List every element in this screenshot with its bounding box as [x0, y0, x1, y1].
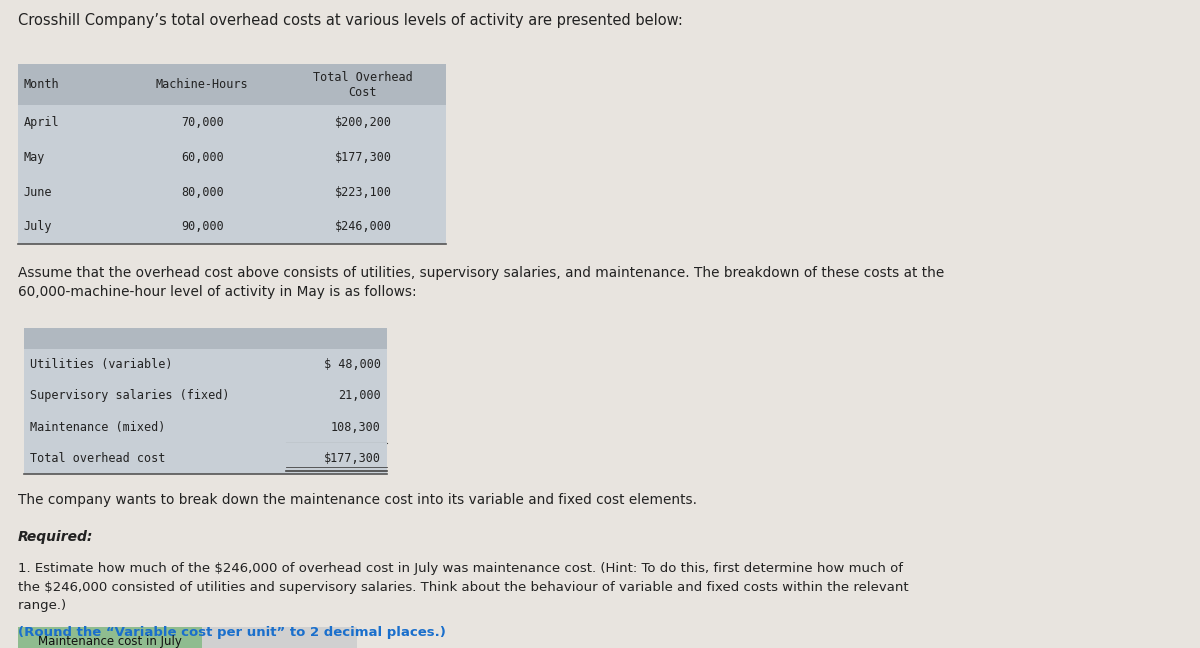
- FancyBboxPatch shape: [18, 105, 446, 140]
- Text: 80,000: 80,000: [181, 185, 223, 198]
- Text: (Round the “Variable cost per unit” to 2 decimal places.): (Round the “Variable cost per unit” to 2…: [18, 626, 445, 639]
- Text: July: July: [24, 220, 53, 233]
- Text: $223,100: $223,100: [335, 185, 391, 198]
- Text: Required:: Required:: [18, 530, 94, 544]
- FancyBboxPatch shape: [24, 328, 386, 349]
- Text: The company wants to break down the maintenance cost into its variable and fixed: The company wants to break down the main…: [18, 492, 697, 507]
- Text: $246,000: $246,000: [335, 220, 391, 233]
- FancyBboxPatch shape: [24, 349, 386, 380]
- Text: 70,000: 70,000: [181, 116, 223, 129]
- FancyBboxPatch shape: [18, 64, 446, 105]
- FancyBboxPatch shape: [24, 443, 386, 474]
- Text: Total overhead cost: Total overhead cost: [30, 452, 166, 465]
- Text: Total Overhead
Cost: Total Overhead Cost: [313, 71, 413, 98]
- Text: Month: Month: [24, 78, 60, 91]
- Text: 60,000: 60,000: [181, 150, 223, 164]
- Text: 1. Estimate how much of the $246,000 of overhead cost in July was maintenance co: 1. Estimate how much of the $246,000 of …: [18, 562, 908, 612]
- FancyBboxPatch shape: [24, 380, 386, 411]
- Text: Maintenance (mixed): Maintenance (mixed): [30, 421, 166, 434]
- Text: $200,200: $200,200: [335, 116, 391, 129]
- Text: Machine-Hours: Machine-Hours: [156, 78, 248, 91]
- Text: Crosshill Company’s total overhead costs at various levels of activity are prese: Crosshill Company’s total overhead costs…: [18, 14, 683, 29]
- Text: $177,300: $177,300: [335, 150, 391, 164]
- FancyBboxPatch shape: [18, 140, 446, 174]
- Text: 108,300: 108,300: [331, 421, 380, 434]
- FancyBboxPatch shape: [18, 174, 446, 209]
- FancyBboxPatch shape: [18, 209, 446, 244]
- Text: $ 48,000: $ 48,000: [324, 358, 380, 371]
- FancyBboxPatch shape: [18, 627, 203, 648]
- Text: May: May: [24, 150, 46, 164]
- Text: Utilities (variable): Utilities (variable): [30, 358, 173, 371]
- Text: April: April: [24, 116, 60, 129]
- FancyBboxPatch shape: [203, 627, 356, 648]
- Text: Maintenance cost in July: Maintenance cost in July: [38, 635, 182, 648]
- Text: Supervisory salaries (fixed): Supervisory salaries (fixed): [30, 389, 229, 402]
- Text: $177,300: $177,300: [324, 452, 380, 465]
- Text: 90,000: 90,000: [181, 220, 223, 233]
- Text: Assume that the overhead cost above consists of utilities, supervisory salaries,: Assume that the overhead cost above cons…: [18, 266, 944, 299]
- Text: June: June: [24, 185, 53, 198]
- Text: 21,000: 21,000: [338, 389, 380, 402]
- FancyBboxPatch shape: [24, 411, 386, 443]
